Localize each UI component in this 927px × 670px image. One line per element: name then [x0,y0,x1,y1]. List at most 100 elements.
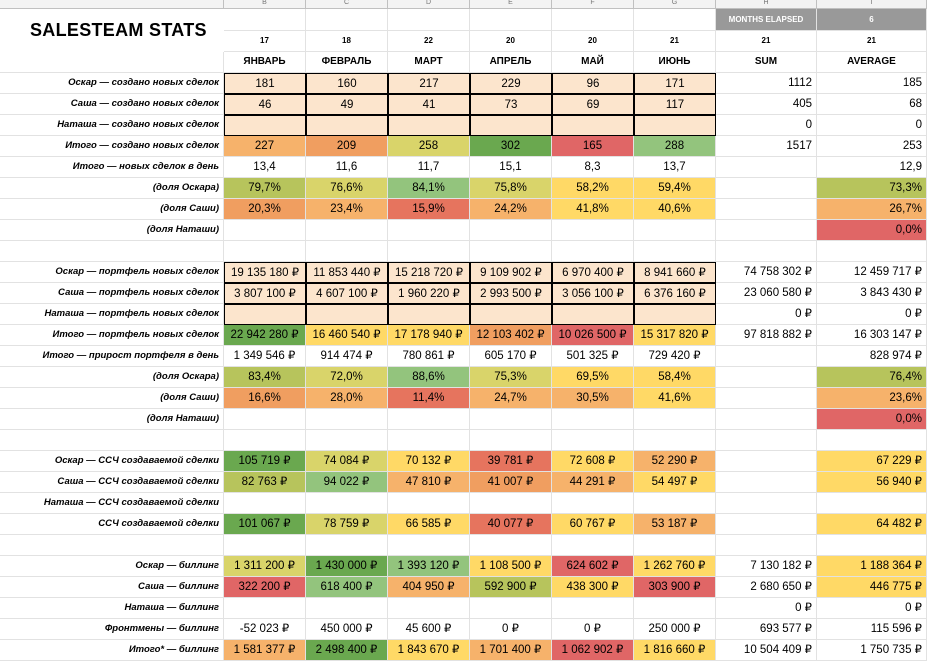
data-cell[interactable] [470,220,552,241]
data-cell[interactable]: 217 [388,73,470,94]
working-days-cell[interactable]: 21 [817,31,927,52]
data-cell[interactable]: 8 941 660 ₽ [634,262,716,283]
data-cell[interactable]: 40 077 ₽ [470,514,552,535]
data-cell[interactable] [388,115,470,136]
data-cell[interactable]: 53 187 ₽ [634,514,716,535]
data-cell[interactable] [470,115,552,136]
grid-cell[interactable] [634,9,716,31]
data-cell[interactable]: 75,8% [470,178,552,199]
data-cell[interactable] [716,346,817,367]
column-letter-header[interactable] [0,0,224,8]
data-cell[interactable]: 0,0% [817,220,927,241]
data-cell[interactable]: 58,4% [634,367,716,388]
data-cell[interactable]: 72,0% [306,367,388,388]
data-cell[interactable]: 88,6% [388,367,470,388]
data-cell[interactable] [306,241,388,262]
working-days-cell[interactable]: 20 [470,31,552,52]
data-cell[interactable]: 729 420 ₽ [634,346,716,367]
data-cell[interactable] [306,409,388,430]
data-cell[interactable] [716,409,817,430]
data-cell[interactable]: -52 023 ₽ [224,619,306,640]
data-cell[interactable]: 41,8% [552,199,634,220]
data-cell[interactable]: 501 325 ₽ [552,346,634,367]
column-letter-header[interactable]: E [470,0,552,8]
data-cell[interactable]: 24,7% [470,388,552,409]
data-cell[interactable] [552,598,634,619]
data-cell[interactable] [552,241,634,262]
data-cell[interactable] [470,493,552,514]
data-cell[interactable]: 69,5% [552,367,634,388]
data-cell[interactable] [716,199,817,220]
data-cell[interactable]: 46 [224,94,306,115]
data-cell[interactable]: 40,6% [634,199,716,220]
column-letter-header[interactable]: H [716,0,817,8]
data-cell[interactable]: 117 [634,94,716,115]
data-cell[interactable]: 1 816 660 ₽ [634,640,716,661]
data-cell[interactable]: 592 900 ₽ [470,577,552,598]
data-cell[interactable]: 52 290 ₽ [634,451,716,472]
data-cell[interactable]: 74 758 302 ₽ [716,262,817,283]
data-cell[interactable] [224,598,306,619]
column-letter-header[interactable]: I [817,0,927,8]
data-cell[interactable] [224,241,306,262]
data-cell[interactable]: 1 430 000 ₽ [306,556,388,577]
data-cell[interactable] [634,241,716,262]
data-cell[interactable]: 45 600 ₽ [388,619,470,640]
data-cell[interactable]: 47 810 ₽ [388,472,470,493]
data-cell[interactable]: 56 940 ₽ [817,472,927,493]
data-cell[interactable]: 404 950 ₽ [388,577,470,598]
data-cell[interactable]: 101 067 ₽ [224,514,306,535]
data-cell[interactable]: 41 [388,94,470,115]
data-cell[interactable] [817,493,927,514]
data-cell[interactable]: 69 [552,94,634,115]
data-cell[interactable] [817,241,927,262]
data-cell[interactable]: 1112 [716,73,817,94]
data-cell[interactable]: 2 680 650 ₽ [716,577,817,598]
data-cell[interactable]: 8,3 [552,157,634,178]
data-cell[interactable]: 72 608 ₽ [552,451,634,472]
data-cell[interactable]: 73 [470,94,552,115]
data-cell[interactable]: 115 596 ₽ [817,619,927,640]
data-cell[interactable]: 1 581 377 ₽ [224,640,306,661]
data-cell[interactable]: 181 [224,73,306,94]
data-cell[interactable] [552,115,634,136]
data-cell[interactable] [634,493,716,514]
data-cell[interactable]: 58,2% [552,178,634,199]
data-cell[interactable]: 303 900 ₽ [634,577,716,598]
data-cell[interactable] [306,430,388,451]
data-cell[interactable] [224,220,306,241]
data-cell[interactable]: 405 [716,94,817,115]
data-cell[interactable] [224,304,306,325]
data-cell[interactable]: 450 000 ₽ [306,619,388,640]
data-cell[interactable] [552,220,634,241]
data-cell[interactable]: 1 311 200 ₽ [224,556,306,577]
working-days-cell[interactable]: 18 [306,31,388,52]
data-cell[interactable]: 253 [817,136,927,157]
data-cell[interactable] [388,598,470,619]
data-cell[interactable]: 2 993 500 ₽ [470,283,552,304]
data-cell[interactable] [634,220,716,241]
data-cell[interactable] [552,409,634,430]
grid-cell[interactable] [388,9,470,31]
data-cell[interactable]: 288 [634,136,716,157]
data-cell[interactable] [817,535,927,556]
data-cell[interactable] [716,493,817,514]
data-cell[interactable]: 70 132 ₽ [388,451,470,472]
data-cell[interactable]: 11,7 [388,157,470,178]
data-cell[interactable]: 1 062 902 ₽ [552,640,634,661]
data-cell[interactable]: 0 ₽ [552,619,634,640]
data-cell[interactable] [634,409,716,430]
data-cell[interactable] [388,409,470,430]
data-cell[interactable]: 10 504 409 ₽ [716,640,817,661]
data-cell[interactable]: 11 853 440 ₽ [306,262,388,283]
data-cell[interactable]: 1 349 546 ₽ [224,346,306,367]
data-cell[interactable]: 13,7 [634,157,716,178]
data-cell[interactable]: 1 188 364 ₽ [817,556,927,577]
working-days-cell[interactable]: 20 [552,31,634,52]
data-cell[interactable]: 171 [634,73,716,94]
data-cell[interactable]: 229 [470,73,552,94]
data-cell[interactable] [716,472,817,493]
data-cell[interactable]: 83,4% [224,367,306,388]
data-cell[interactable] [388,304,470,325]
data-cell[interactable]: 28,0% [306,388,388,409]
